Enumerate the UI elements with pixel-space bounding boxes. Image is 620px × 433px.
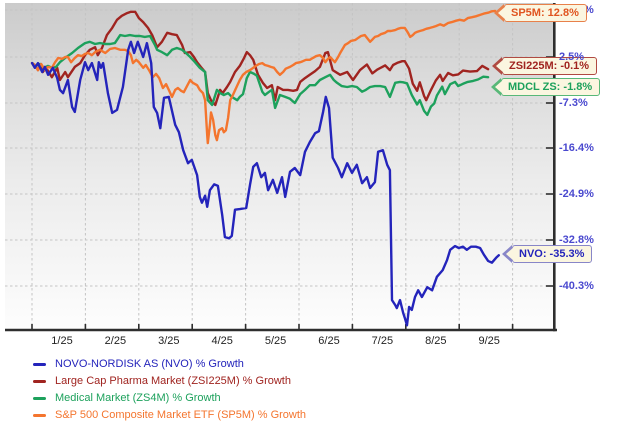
legend-swatch — [33, 414, 46, 417]
x-tick-label: 7/25 — [371, 335, 394, 347]
callout-text: NVO: -35.3% — [519, 248, 585, 260]
series-line-NVO — [30, 40, 500, 327]
legend-swatch — [33, 397, 46, 400]
legend-swatch — [33, 363, 46, 366]
x-tick-label: 2/25 — [104, 335, 127, 347]
legend-item-ZSI225M: Large Cap Pharma Market (ZSI225M) % Grow… — [33, 373, 306, 390]
callout-text: MDCL ZS: -1.8% — [508, 81, 593, 93]
legend-item-SP5M: S&P 500 Composite Market ETF (SP5M) % Gr… — [33, 407, 306, 424]
legend-item-MDCL: Medical Market (ZS4M) % Growth — [33, 390, 306, 407]
series-line-MDCL — [30, 33, 490, 117]
x-tick-label: 4/25 — [211, 335, 233, 347]
y-tick-label: -16.4% — [559, 142, 594, 154]
series-line-SP5M — [30, 9, 497, 145]
legend: NOVO-NORDISK AS (NVO) % Growth Large Cap … — [33, 356, 306, 424]
callout-ZSI225M: ZSI225M: -0.1% — [492, 57, 598, 75]
legend-label: S&P 500 Composite Market ETF (SP5M) % Gr… — [55, 409, 307, 421]
legend-label: NOVO-NORDISK AS (NVO) % Growth — [55, 358, 244, 370]
y-tick-label: -32.8% — [559, 234, 594, 246]
y-tick-label: -24.9% — [559, 188, 594, 200]
x-tick-label: 1/25 — [51, 335, 73, 347]
callout-arrow-fill — [495, 80, 503, 94]
y-tick-label: -40.3% — [559, 280, 594, 292]
gridlines — [5, 3, 553, 329]
y-tick-label: 2.5% — [559, 51, 585, 63]
callout-NVO: NVO: -35.3% — [502, 245, 593, 263]
x-tick-label: 5/25 — [264, 335, 287, 347]
y-tick-label: -7.3% — [559, 97, 588, 109]
callout-text: SP5M: 12.8% — [511, 7, 579, 19]
legend-swatch — [33, 380, 46, 383]
callout-MDCL: MDCL ZS: -1.8% — [491, 78, 601, 96]
x-tick-label: 9/25 — [478, 335, 500, 347]
x-tick-label: 6/25 — [318, 335, 340, 347]
series-line-ZSI225M — [30, 10, 490, 107]
y-tick-label: % — [584, 4, 594, 16]
callout-arrow-fill — [506, 247, 514, 261]
callout-arrow-fill — [498, 6, 506, 20]
callout-text: ZSI225M: -0.1% — [509, 60, 590, 72]
x-tick-label: 8/25 — [425, 335, 447, 347]
legend-label: Medical Market (ZS4M) % Growth — [55, 392, 221, 404]
callout-arrow-fill — [496, 59, 504, 73]
x-tick-label: 3/25 — [158, 335, 180, 347]
callout-SP5M: SP5M: 12.8% — [494, 4, 587, 22]
legend-item-NVO: NOVO-NORDISK AS (NVO) % Growth — [33, 356, 306, 373]
legend-label: Large Cap Pharma Market (ZSI225M) % Grow… — [55, 375, 291, 387]
